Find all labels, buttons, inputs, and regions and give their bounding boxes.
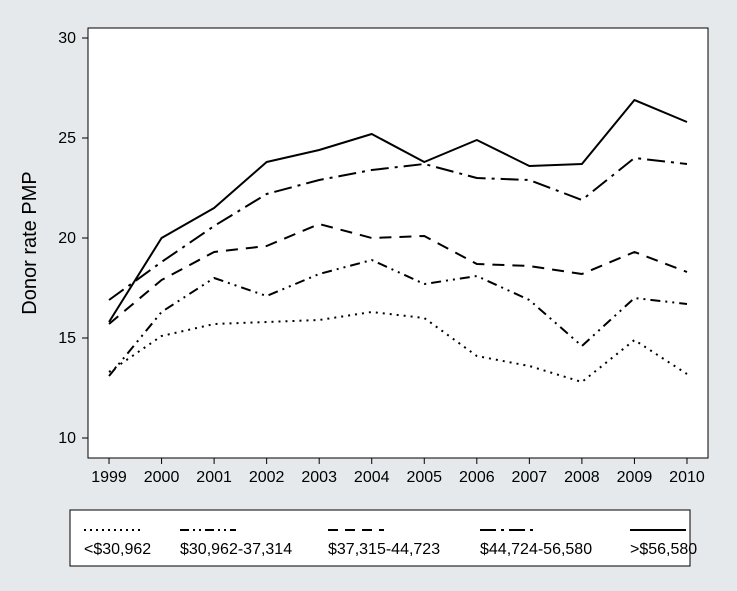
line-chart: 10 15 20 25 30 1999 2000 2001 2002 2003 2004 2005 20…: [0, 0, 737, 591]
legend-label: $30,962-37,314: [180, 541, 292, 558]
legend-label: $44,724-56,580: [480, 541, 592, 558]
ytick-label: 25: [58, 130, 76, 147]
legend-label: >$56,580: [630, 541, 697, 558]
xtick-label: 2003: [301, 469, 337, 486]
chart-container: 10 15 20 25 30 1999 2000 2001 2002 2003 2004 2005 20…: [0, 0, 737, 591]
xtick-label: 2004: [354, 469, 390, 486]
xtick-label: 1999: [91, 469, 127, 486]
ytick-label: 10: [58, 430, 76, 447]
xtick-label: 2007: [512, 469, 548, 486]
y-axis-label: Donor rate PMP: [19, 171, 41, 314]
legend-label: $37,315-44,723: [328, 541, 440, 558]
xtick-label: 2002: [249, 469, 285, 486]
ytick-label: 30: [58, 30, 76, 47]
legend-label: <$30,962: [84, 541, 151, 558]
ytick-label: 15: [58, 330, 76, 347]
xtick-label: 2005: [406, 469, 442, 486]
xtick-label: 2009: [617, 469, 653, 486]
xtick-label: 2006: [459, 469, 495, 486]
xtick-label: 2008: [564, 469, 600, 486]
xtick-label: 2000: [144, 469, 180, 486]
xtick-label: 2001: [196, 469, 232, 486]
xtick-label: 2010: [669, 469, 705, 486]
ytick-label: 20: [58, 230, 76, 247]
